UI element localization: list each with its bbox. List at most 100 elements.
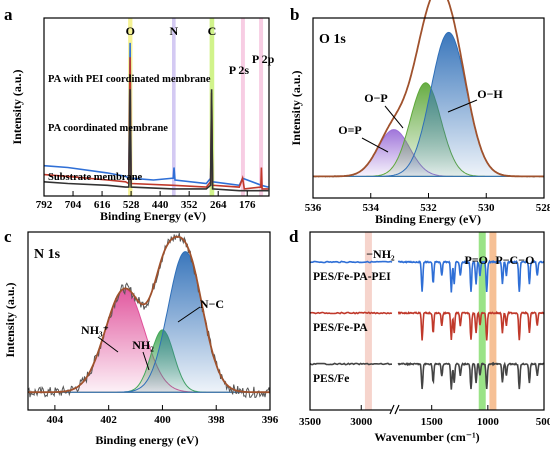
a-highlight-bands [128,18,264,196]
d-band-label-0: −NH₂ [366,247,395,261]
d-spectrum-left-2 [309,362,392,366]
c-x-ticks: 404 402 400 398 396 [47,405,279,426]
b-y-axis-label: Intensity (a.u.) [289,70,303,145]
panel-c: c 404 402 400 398 396 NH₃⁺ NH₂ N−C N 1s Bindin… [3,227,279,447]
d-axis-break-mark-1 [389,404,395,415]
peak-label-2-1: NH₂ [132,338,154,352]
a-band-1 [172,18,176,196]
a-tick-label-6: 264 [210,199,227,211]
d-x-axis-label: Wavenumber (cm⁻¹) [374,430,479,444]
tick-label-1-1: 534 [363,202,380,214]
a-series-label-2: Substrate membrane [48,172,143,183]
d-band-label-2: P−C−O [495,253,534,267]
tick-label-2-3: 398 [208,414,225,426]
c-x-axis-label: Binding energy (eV) [95,433,198,447]
panel-letter-d: d [289,227,299,246]
d-series-label-2: PES/Fe [313,373,349,385]
tick-label-2-2: 400 [154,414,171,426]
peak-fill-1-2 [313,31,544,177]
tick-label-2-1: 402 [100,414,117,426]
d-band-1 [478,232,486,410]
c-title: N 1s [34,247,61,262]
d-band-0 [364,232,372,410]
d-tick-label-0: 3500 [299,416,322,428]
a-tick-label-5: 352 [181,199,198,211]
a-series-labels: PA with PEI coordinated membrane PA coord… [48,74,211,183]
d-axis-break-mark-2 [394,404,400,415]
d-band-label-1: P=O [464,253,488,267]
peak-leader-2-2 [177,306,201,323]
peak-leader-1-0 [361,137,389,153]
d-spectrum-left-0 [309,260,393,264]
d-spectrum-right-2 [397,361,545,390]
a-x-axis-label: Binding Energy (eV) [100,209,206,223]
a-y-axis-label: Intensity (a.u.) [10,69,24,144]
d-tick-label-1: 3000 [350,416,373,428]
tick-label-2-0: 404 [47,414,64,426]
d-x-ticks: 3500 3000 1500 1000 500 [299,404,550,428]
panel-d: d 3500 3000 1500 1000 500 PES/Fe-PA-PEIPES/F… [289,227,550,444]
d-tick-label-3: 1000 [477,416,500,428]
tick-label-2-4: 396 [262,414,279,426]
peak-label-2-0: NH₃⁺ [81,323,109,337]
c-curves [27,232,271,399]
a-band-label-4: P 2p [252,52,275,66]
d-spectrum-right-1 [397,310,545,341]
b-curves [312,0,545,178]
d-series-label-0: PES/Fe-PA-PEI [313,271,391,283]
a-band-labels: O N C P 2sP 2p [126,24,275,77]
peak-leader-2-1 [142,351,150,371]
fit-envelope-1 [313,0,544,178]
d-band-labels: −NH₂ P=O P−C−O [366,247,534,267]
a-series-lines [43,42,269,192]
d-band-highlights [364,232,497,410]
panel-b: b 536 534 532 530 528 O=P O−P O−H O 1s Binding… [289,0,550,226]
b-peak-fills [313,31,544,177]
peak-leader-1-1 [384,105,404,129]
a-band-label-1: N [169,24,178,38]
b-x-ticks: 536 534 532 530 528 [305,193,550,214]
peak-label-1-2: O−H [477,87,503,101]
d-series-label-1: PES/Fe-PA [313,322,368,334]
peak-label-2-2: N−C [200,297,224,311]
a-tick-label-3: 528 [123,199,140,211]
tick-label-1-3: 530 [478,202,495,214]
d-spectra [309,259,545,390]
a-band-label-0: O [126,24,135,38]
a-series-label-1: PA coordinated membrane [48,123,168,134]
peak-leader-1-2 [447,99,478,113]
panel-letter-a: a [4,5,13,24]
b-peak-labels: O=P O−P O−H [338,87,503,153]
panel-letter-c: c [4,227,12,246]
d-band-2 [489,232,497,410]
tick-label-1-2: 532 [420,202,437,214]
a-band-3 [240,18,245,196]
tick-label-1-4: 528 [536,202,550,214]
c-peak-fills [28,251,270,393]
a-band-4 [259,18,264,196]
peak-leader-2-0 [97,336,119,353]
d-spectrum-right-0 [397,259,545,293]
a-band-label-3: P 2s [229,63,250,77]
c-peak-labels: NH₃⁺ NH₂ N−C [81,297,224,371]
d-plot-frame [309,231,545,411]
b-x-axis-label: Binding Energy (eV) [375,212,481,226]
a-tick-label-0: 792 [36,199,53,211]
peak-label-1-0: O=P [338,123,362,137]
a-tick-label-2: 616 [94,199,111,211]
d-series-labels: PES/Fe-PA-PEI PES/Fe-PA PES/Fe [313,271,391,385]
panel-letter-b: b [290,5,299,24]
a-tick-label-4: 440 [152,199,169,211]
panel-a: a 792 704 616 528 440 352 264 176 PA with PEI c… [4,5,275,223]
a-x-ticks: 792 704 616 528 440 352 264 176 [36,191,256,211]
peak-label-1-1: O−P [364,91,388,105]
d-axis-break-gap [391,404,399,414]
fit-envelope-2 [28,235,270,394]
tick-label-1-0: 536 [305,202,322,214]
a-tick-label-1: 704 [65,199,82,211]
a-tick-label-7: 176 [239,199,256,211]
d-tick-label-2: 1500 [421,416,444,428]
a-series-label-0: PA with PEI coordinated membrane [48,74,211,85]
a-band-label-2: C [208,24,217,38]
